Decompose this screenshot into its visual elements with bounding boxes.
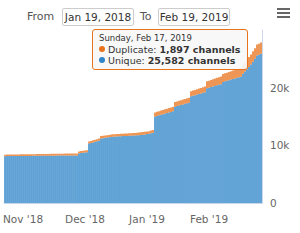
html-text:Feb 19, 2019: Feb 19, 2019 <box>159 11 229 23</box>
svg-text:0: 0 <box>270 197 277 209</box>
html-text:To: To <box>140 10 152 23</box>
html-text:Jan 19, 2018: Jan 19, 2018 <box>64 11 132 23</box>
svg-text:20k: 20k <box>270 82 290 94</box>
svg-text:10k: 10k <box>270 139 290 151</box>
html-text:Duplicate: 1,897 channels: Duplicate: 1,897 channels <box>108 44 241 55</box>
html-text:Sunday, Feb 17, 2019: Sunday, Feb 17, 2019 <box>99 33 192 43</box>
svg-text:Dec '18: Dec '18 <box>65 213 105 225</box>
svg-text:Feb '19: Feb '19 <box>190 213 228 225</box>
html-text:From: From <box>27 10 55 23</box>
svg-text:Nov '18: Nov '18 <box>3 213 43 225</box>
svg-text:Jan '19: Jan '19 <box>128 213 165 225</box>
html-text:Unique: 25,582 channels: Unique: 25,582 channels <box>108 55 236 66</box>
